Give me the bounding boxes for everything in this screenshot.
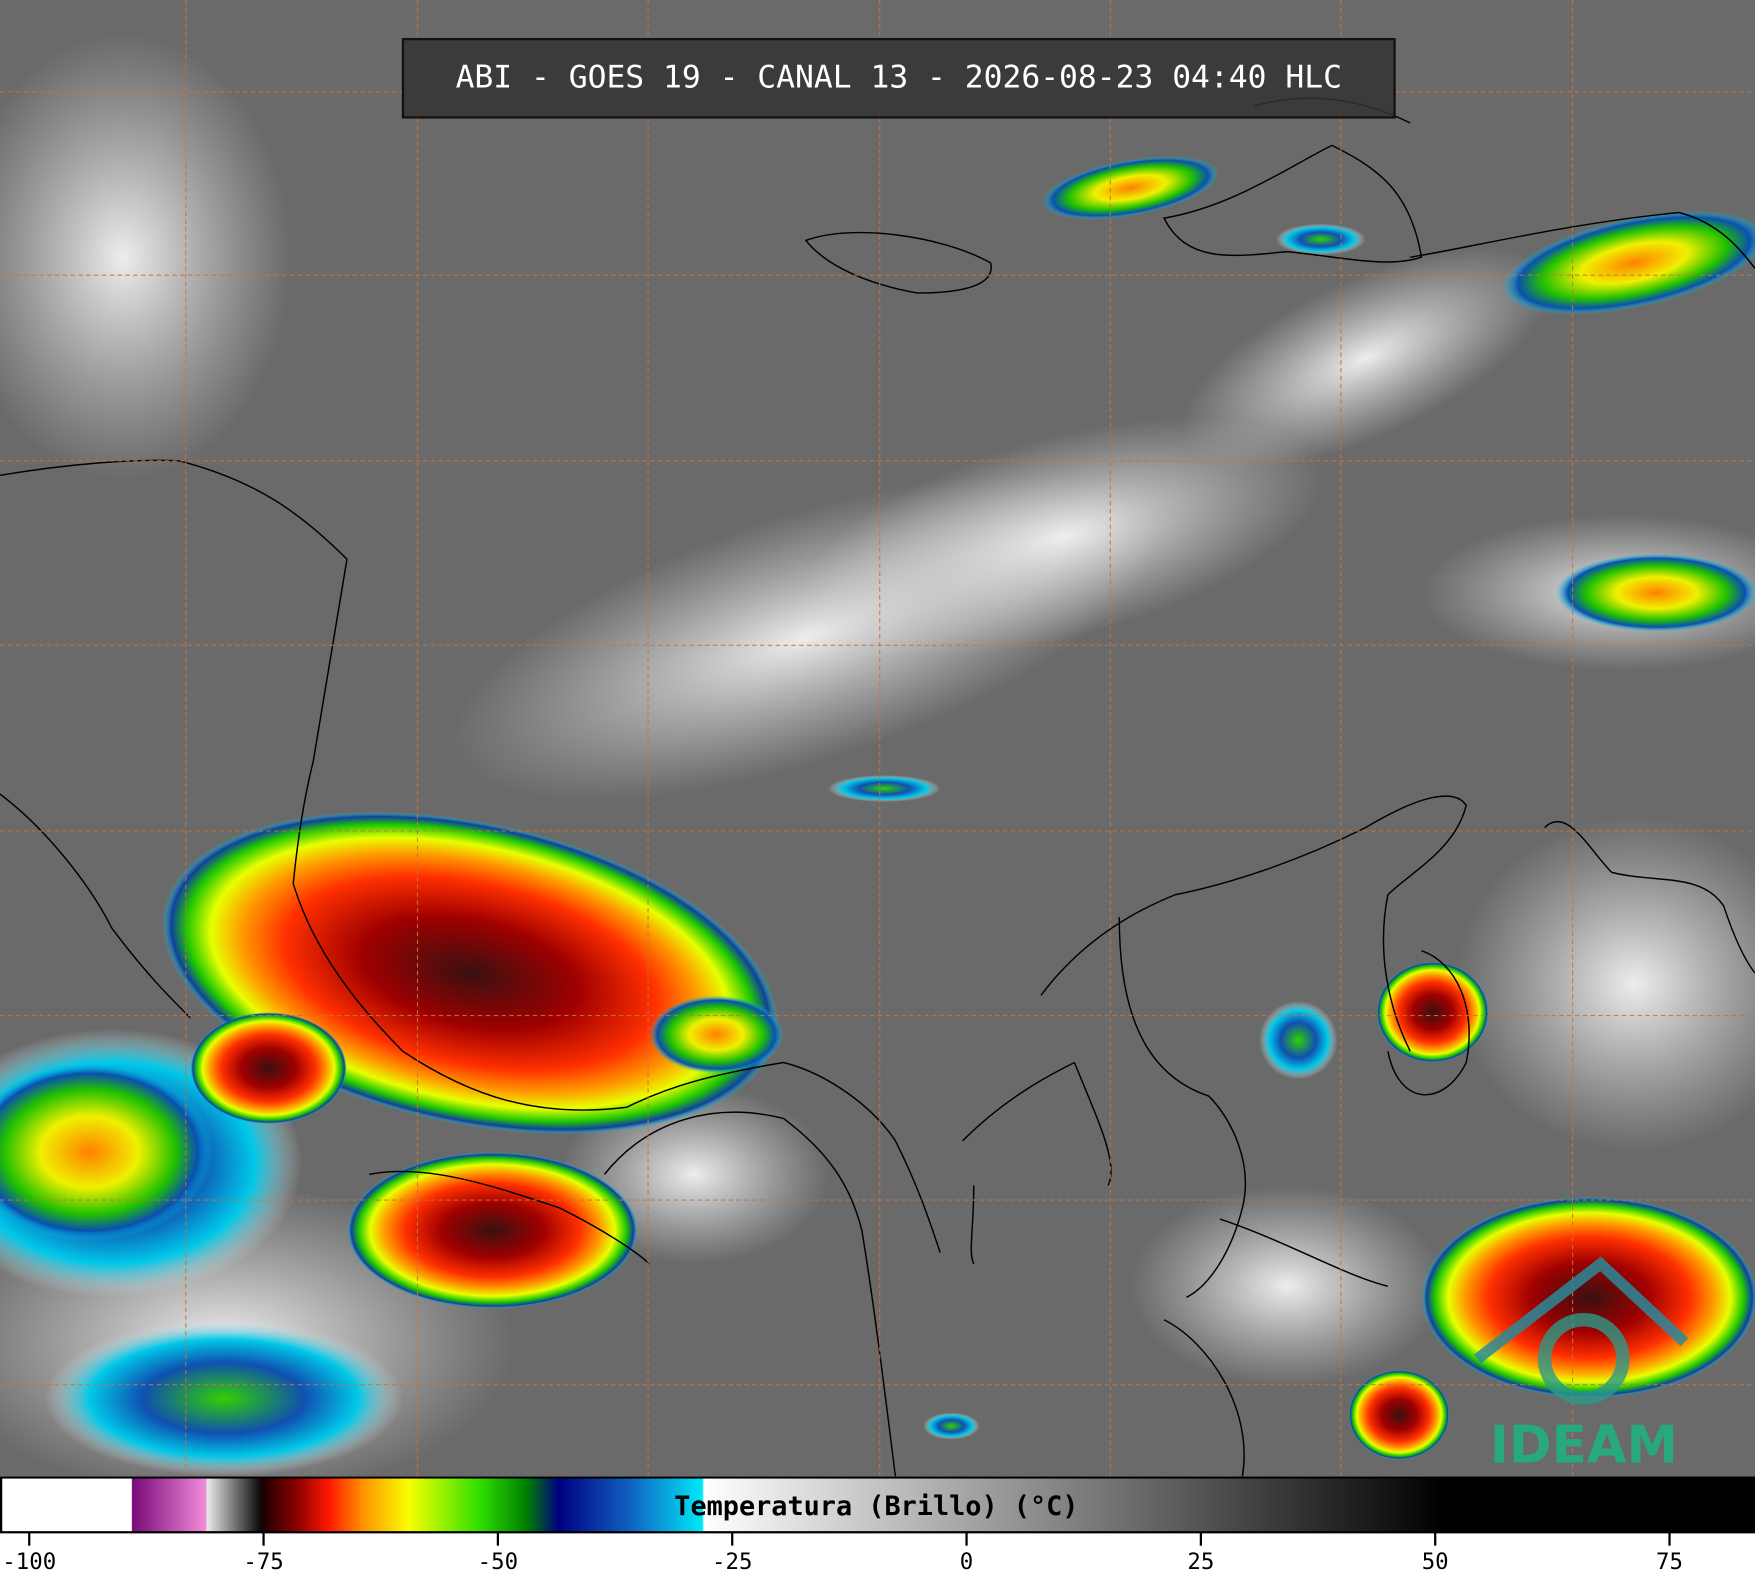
ideam-logo: IDEAM bbox=[1474, 1256, 1689, 1475]
title-box: ABI - GOES 19 - CANAL 13 - 2026-08-23 04… bbox=[401, 38, 1396, 119]
colorbar-scale bbox=[0, 1476, 1755, 1534]
satellite-image bbox=[0, 0, 1755, 1499]
colorbar-tick-label: -25 bbox=[712, 1549, 752, 1575]
colorbar-label: Temperatura (Brillo) (°C) bbox=[674, 1491, 1078, 1522]
colorbar: Temperatura (Brillo) (°C) -100 -75 -50 -25 0… bbox=[0, 1476, 1755, 1577]
coastlines bbox=[0, 97, 1755, 1477]
colorbar-tick-label: -100 bbox=[2, 1549, 56, 1575]
colorbar-tick-label: -75 bbox=[243, 1549, 283, 1575]
colorbar-tick-label: 50 bbox=[1422, 1549, 1449, 1575]
colorbar-tick-label: 0 bbox=[960, 1549, 973, 1575]
colorbar-tick-label: 75 bbox=[1656, 1549, 1683, 1575]
image-title: ABI - GOES 19 - CANAL 13 - 2026-08-23 04… bbox=[456, 59, 1342, 95]
colorbar-tick-label: -50 bbox=[478, 1549, 518, 1575]
logo-text: IDEAM bbox=[1490, 1415, 1678, 1475]
lat-lon-grid bbox=[0, 0, 1755, 1477]
colorbar-tick-label: 25 bbox=[1187, 1549, 1214, 1575]
